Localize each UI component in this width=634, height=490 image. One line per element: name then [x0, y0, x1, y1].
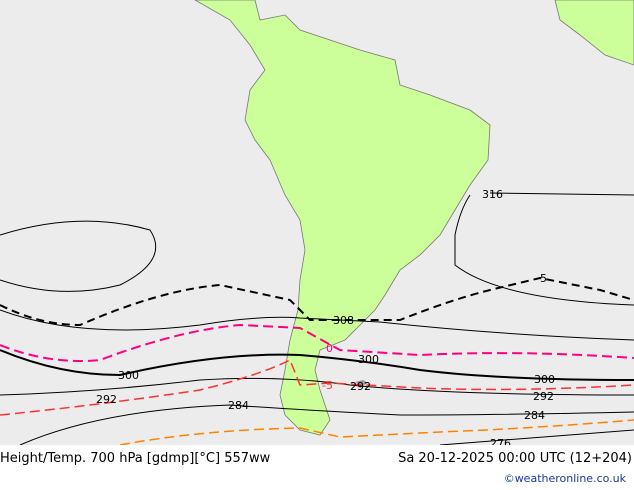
- contour-276: [439, 429, 634, 446]
- isotherm-label: 0: [326, 342, 333, 355]
- contour-label: 292: [350, 380, 371, 393]
- isotherm-minus10: [119, 419, 634, 446]
- contour-316-label-line: [489, 192, 634, 196]
- south-america-landmass: [194, 0, 491, 436]
- valid-time: Sa 20-12-2025 00:00 UTC (12+204): [398, 451, 632, 466]
- map-canvas: 316 308 300 300 300 292 292 292 284 284 …: [0, 0, 634, 450]
- isotherm-0: [0, 323, 634, 362]
- credit-link[interactable]: ©weatheronline.co.uk: [503, 472, 626, 485]
- isotherm-label: 5: [540, 272, 547, 285]
- contour-308: [0, 309, 634, 341]
- isotherm-label: -5: [322, 379, 333, 392]
- contour-label: 276: [490, 437, 511, 445]
- isotherm-5: [0, 276, 634, 327]
- contour-label: 284: [228, 399, 249, 412]
- contour-284: [19, 404, 634, 446]
- contour-300: [0, 349, 634, 381]
- contour-label: 292: [533, 390, 554, 403]
- contour-label: 300: [118, 369, 139, 382]
- falkland-islands: [355, 380, 368, 386]
- contour-label: 284: [524, 409, 545, 422]
- isotherm-minus5: [0, 358, 634, 416]
- contour-label: 292: [96, 393, 117, 406]
- contour-label: 308: [333, 314, 354, 327]
- contour-label: 300: [534, 373, 555, 386]
- contour-316: [454, 194, 634, 306]
- africa-coast: [554, 0, 634, 66]
- contour-label: 300: [358, 353, 379, 366]
- contour-label: 316: [482, 188, 503, 201]
- contour-292: [0, 377, 634, 396]
- contour-316-west: [0, 220, 157, 292]
- weather-map[interactable]: 316 308 300 300 300 292 292 292 284 284 …: [0, 0, 634, 450]
- map-title: Height/Temp. 700 hPa [gdmp][°C] 557ww: [0, 451, 271, 466]
